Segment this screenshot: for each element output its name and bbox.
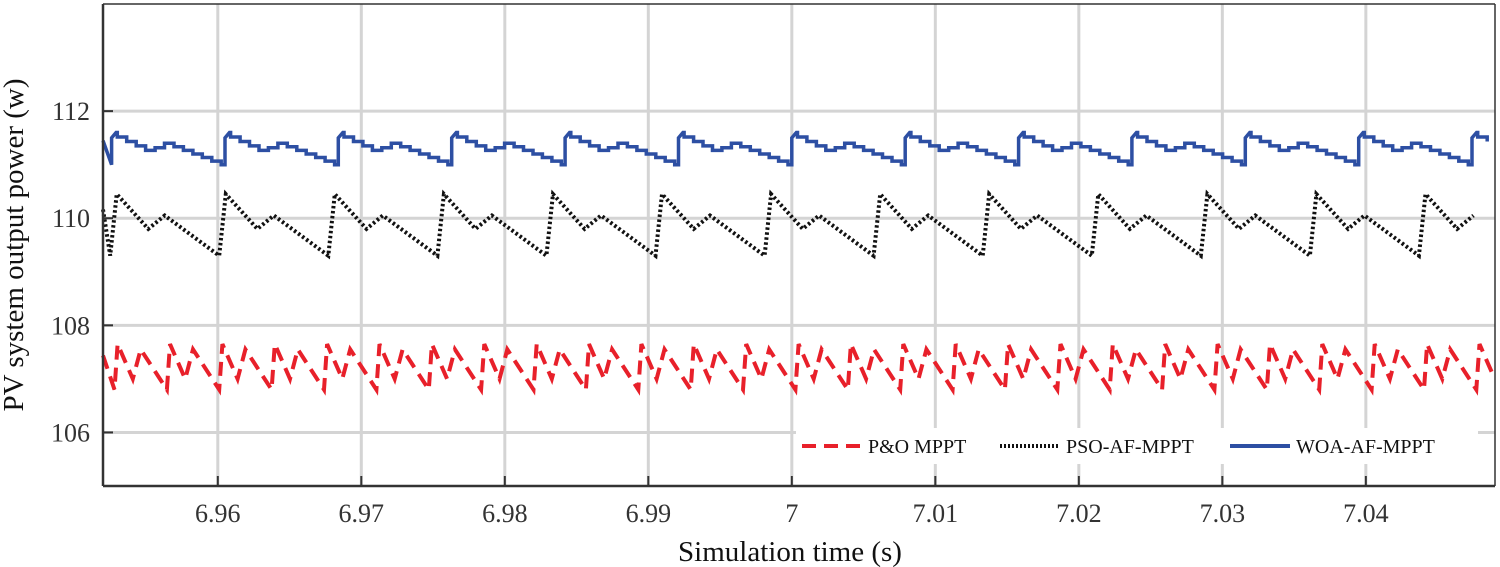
axes bbox=[101, 3, 1496, 488]
legend-label-woa: WOA-AF-MPPT bbox=[1296, 436, 1435, 458]
x-tick-label: 7.04 bbox=[1343, 499, 1389, 528]
x-tick-label: 6.99 bbox=[626, 499, 672, 528]
x-tick-label: 6.96 bbox=[195, 499, 241, 528]
x-tick-label: 6.97 bbox=[339, 499, 385, 528]
tick-labels: 6.96 6.97 6.98 6.99 7 7.01 7.02 7.03 7.04 106 108 1… bbox=[51, 97, 1389, 528]
x-tick-label: 7.01 bbox=[913, 499, 959, 528]
grid-lines bbox=[103, 4, 1495, 486]
y-tick-label: 112 bbox=[52, 97, 90, 126]
x-tick-label: 7.02 bbox=[1056, 499, 1102, 528]
x-tick-label: 7.03 bbox=[1200, 499, 1246, 528]
legend: P&O MPPT PSO-AF-MPPT WOA-AF-MPPT bbox=[796, 428, 1478, 464]
x-tick-label: 7 bbox=[785, 499, 798, 528]
series-line-woa bbox=[101, 130, 1489, 167]
x-tick-label: 6.98 bbox=[482, 499, 528, 528]
y-tick-label: 110 bbox=[52, 204, 90, 233]
legend-box bbox=[796, 428, 1478, 464]
series-line-po bbox=[101, 343, 1497, 396]
x-axis-title: Simulation time (s) bbox=[678, 536, 902, 567]
y-axis-title: PV system output power (w) bbox=[0, 79, 30, 412]
y-tick-label: 108 bbox=[51, 311, 90, 340]
series-line-pso bbox=[101, 189, 1475, 260]
legend-label-pso: PSO-AF-MPPT bbox=[1066, 436, 1194, 458]
series-lines bbox=[101, 130, 1497, 396]
legend-label-po: P&O MPPT bbox=[868, 436, 966, 458]
y-tick-label: 106 bbox=[51, 418, 90, 447]
